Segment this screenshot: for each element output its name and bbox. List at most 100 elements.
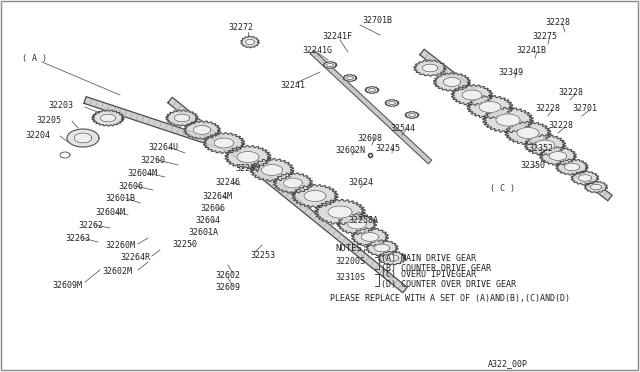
Polygon shape: [250, 158, 294, 182]
Polygon shape: [579, 175, 591, 181]
Polygon shape: [174, 114, 189, 122]
Text: 32264U: 32264U: [148, 142, 178, 151]
Polygon shape: [337, 214, 376, 234]
Text: 32230: 32230: [235, 164, 260, 173]
Polygon shape: [92, 110, 124, 126]
Polygon shape: [100, 114, 116, 122]
Text: ( A ): ( A ): [22, 54, 47, 62]
Polygon shape: [237, 151, 259, 163]
Text: (B) COUNTER DRIVE GEAR: (B) COUNTER DRIVE GEAR: [381, 263, 491, 273]
Text: 32606: 32606: [118, 182, 143, 190]
Polygon shape: [241, 36, 259, 48]
Text: 32204: 32204: [25, 131, 50, 140]
Polygon shape: [434, 73, 470, 91]
Polygon shape: [365, 87, 379, 93]
Text: 32241B: 32241B: [516, 45, 546, 55]
Text: 32228: 32228: [545, 17, 570, 26]
Polygon shape: [572, 171, 599, 185]
Polygon shape: [591, 184, 602, 190]
Polygon shape: [584, 181, 607, 193]
Text: 32604M: 32604M: [127, 169, 157, 177]
Text: 32241G: 32241G: [302, 45, 332, 55]
Polygon shape: [540, 147, 577, 165]
Text: 32260M: 32260M: [105, 241, 135, 250]
Polygon shape: [524, 135, 566, 155]
Polygon shape: [451, 85, 493, 105]
Text: 32262: 32262: [78, 221, 103, 230]
Polygon shape: [246, 39, 254, 45]
Text: 32310S: 32310S: [335, 273, 365, 282]
Text: 32701: 32701: [572, 103, 597, 112]
Polygon shape: [467, 96, 513, 119]
Text: 32260: 32260: [140, 155, 165, 164]
Text: 32250: 32250: [172, 240, 197, 248]
Polygon shape: [422, 64, 438, 72]
Polygon shape: [462, 90, 482, 100]
Polygon shape: [496, 114, 520, 126]
Text: 32228: 32228: [558, 87, 583, 96]
Polygon shape: [385, 255, 399, 261]
Text: A322_00P: A322_00P: [488, 359, 528, 369]
Text: NOTES;: NOTES;: [335, 244, 367, 253]
Polygon shape: [361, 232, 379, 241]
Polygon shape: [84, 97, 231, 151]
Polygon shape: [74, 133, 92, 143]
Text: 32264R: 32264R: [120, 253, 150, 263]
Polygon shape: [204, 133, 244, 153]
Text: 32604M: 32604M: [95, 208, 125, 217]
Polygon shape: [310, 50, 432, 164]
Polygon shape: [414, 60, 446, 76]
Polygon shape: [347, 76, 353, 80]
Text: 32609M: 32609M: [52, 280, 82, 289]
Text: 32253: 32253: [250, 250, 275, 260]
Text: 32602M: 32602M: [102, 267, 132, 276]
Polygon shape: [193, 126, 211, 134]
Polygon shape: [273, 173, 312, 193]
Text: 32275: 32275: [532, 32, 557, 41]
Polygon shape: [479, 102, 501, 112]
Polygon shape: [385, 100, 399, 106]
Text: 32602N: 32602N: [335, 145, 365, 154]
Text: ( C ): ( C ): [490, 183, 515, 192]
Polygon shape: [315, 199, 365, 225]
Polygon shape: [323, 62, 337, 68]
Text: 32604: 32604: [195, 215, 220, 224]
Text: 32264M: 32264M: [202, 192, 232, 201]
Polygon shape: [444, 78, 461, 86]
Text: 32608: 32608: [357, 134, 382, 142]
Text: (D) COUNTER OVER DRIVE GEAR: (D) COUNTER OVER DRIVE GEAR: [381, 280, 516, 289]
Polygon shape: [304, 190, 326, 202]
Text: (A) MAIN DRIVE GEAR: (A) MAIN DRIVE GEAR: [381, 253, 476, 263]
Polygon shape: [67, 129, 99, 147]
Text: 32272: 32272: [228, 22, 253, 32]
Polygon shape: [388, 101, 396, 105]
Polygon shape: [343, 74, 357, 81]
Polygon shape: [420, 49, 612, 201]
Text: (C) OVERU IPIVEGEAR: (C) OVERU IPIVEGEAR: [381, 270, 476, 279]
Text: 32200S: 32200S: [335, 257, 365, 266]
Text: 32544: 32544: [390, 124, 415, 132]
Polygon shape: [517, 128, 539, 138]
Text: 32606: 32606: [200, 203, 225, 212]
Polygon shape: [405, 112, 419, 118]
Polygon shape: [262, 164, 282, 176]
Text: 32246: 32246: [215, 177, 240, 186]
Text: 32624: 32624: [348, 177, 373, 186]
Text: 32258A: 32258A: [348, 215, 378, 224]
Text: 32245: 32245: [375, 144, 400, 153]
Polygon shape: [409, 113, 415, 117]
Polygon shape: [348, 219, 366, 229]
Polygon shape: [326, 63, 333, 67]
Polygon shape: [549, 152, 567, 160]
Text: 32352: 32352: [528, 144, 553, 153]
Text: 32228: 32228: [548, 121, 573, 129]
Polygon shape: [351, 228, 388, 246]
Text: 32241: 32241: [280, 80, 305, 90]
Polygon shape: [378, 251, 406, 265]
Polygon shape: [369, 89, 375, 92]
Polygon shape: [292, 185, 338, 208]
Text: 32228: 32228: [535, 103, 560, 112]
Polygon shape: [374, 244, 390, 252]
Polygon shape: [214, 138, 234, 148]
Text: 32601A: 32601A: [188, 228, 218, 237]
